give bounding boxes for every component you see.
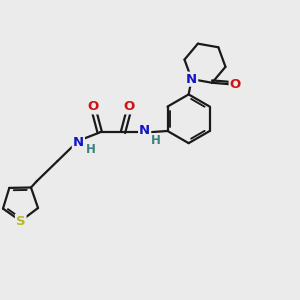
- Text: O: O: [88, 100, 99, 113]
- Text: N: N: [139, 124, 150, 137]
- Text: O: O: [124, 100, 135, 113]
- Text: S: S: [16, 214, 26, 227]
- Text: N: N: [186, 73, 197, 85]
- Text: O: O: [230, 78, 241, 91]
- Text: H: H: [86, 143, 96, 156]
- Text: N: N: [73, 136, 84, 149]
- Text: H: H: [151, 134, 160, 147]
